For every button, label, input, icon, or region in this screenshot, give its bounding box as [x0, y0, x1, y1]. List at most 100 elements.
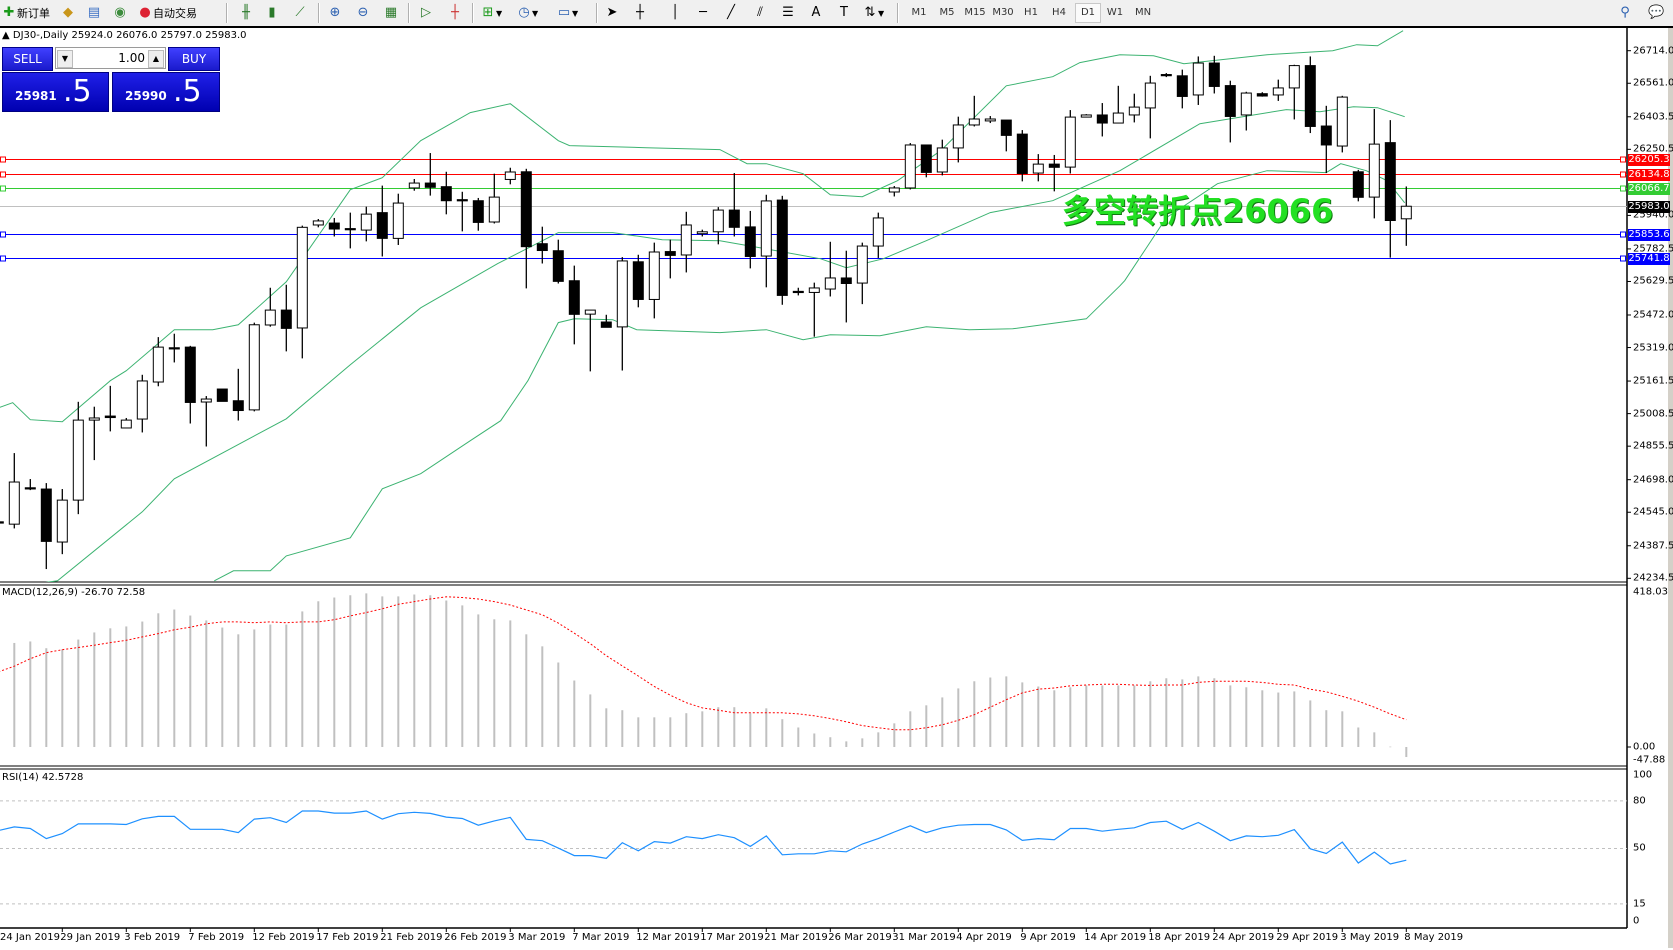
macd-bar: [1085, 685, 1088, 747]
separator: [897, 3, 899, 23]
sell-price[interactable]: 25981 .5: [2, 72, 109, 112]
history-button[interactable]: ▤: [86, 3, 102, 23]
channel-tool[interactable]: ⫽: [752, 3, 768, 23]
collapse-arrow-icon[interactable]: ▲: [2, 30, 10, 41]
candle: [24, 479, 36, 491]
buy-button[interactable]: BUY: [168, 47, 220, 71]
timeframe-m1[interactable]: M1: [911, 7, 927, 18]
templates-dropdown[interactable]: ▭ ▼: [556, 3, 578, 23]
candle-body: [520, 171, 532, 248]
signal-icon: ◉: [114, 5, 126, 20]
candle-body: [1096, 114, 1108, 124]
text-tool[interactable]: A: [808, 3, 824, 23]
chart-window[interactable]: [0, 26, 1673, 950]
candle: [776, 195, 788, 305]
price-tick-label: 24698.0: [1633, 474, 1673, 486]
candle: [1032, 154, 1044, 182]
zoom-in-button[interactable]: ⊕: [327, 3, 343, 23]
date-label: 17 Feb 2019: [316, 932, 379, 943]
candle: [696, 229, 708, 237]
chat-icon: 💬: [1648, 5, 1665, 20]
indicators-dropdown[interactable]: ⊞ ▼: [480, 3, 503, 23]
auto-scroll-button[interactable]: ▷: [418, 3, 434, 23]
vertical-line-tool[interactable]: │: [667, 3, 683, 23]
search-button[interactable]: ⚲: [1617, 3, 1633, 23]
label-tool[interactable]: T: [836, 3, 852, 23]
new-order-button[interactable]: ✚ 新订单: [1, 3, 50, 23]
candle-body: [216, 388, 228, 402]
macd-bar: [1133, 685, 1136, 747]
macd-bar: [733, 707, 736, 747]
macd-bar: [1197, 676, 1200, 747]
macd-bar: [493, 619, 496, 747]
macd-bar: [1005, 676, 1008, 747]
timeframe-d1[interactable]: D1: [1075, 3, 1101, 23]
zoom-in-icon: ⊕: [329, 5, 341, 20]
line-handle: [1620, 171, 1626, 178]
candle: [600, 314, 612, 328]
chart-shift-button[interactable]: ┼: [447, 3, 463, 23]
arrows-dropdown[interactable]: ⇅ ▼: [862, 3, 885, 23]
candle-body: [728, 209, 740, 228]
candlestick-button[interactable]: ▮: [264, 3, 280, 23]
bar-chart-button[interactable]: ╫: [238, 3, 254, 23]
candle-body: [840, 277, 852, 284]
timeframe-m15[interactable]: M15: [964, 7, 986, 18]
candle: [856, 242, 868, 305]
buy-price[interactable]: 25990 .5: [112, 72, 220, 112]
line-chart-button[interactable]: ⟋: [292, 3, 308, 23]
chevron-down-icon: ▼: [878, 8, 885, 18]
signals-button[interactable]: ◉: [112, 3, 128, 23]
candle: [1224, 80, 1236, 143]
lot-increase-button[interactable]: ▲: [148, 50, 164, 68]
cursor-tool[interactable]: ➤: [604, 3, 620, 23]
timeframe-w1[interactable]: W1: [1106, 7, 1124, 18]
crosshair-tool[interactable]: ┼: [632, 3, 648, 23]
candle-body: [680, 224, 692, 256]
candle-body: [552, 250, 564, 282]
market-watch-button[interactable]: ◆: [60, 3, 76, 23]
auto-trading-button[interactable]: ● 自动交易: [137, 3, 197, 23]
macd-bar: [653, 717, 656, 747]
candle: [424, 153, 436, 196]
lot-decrease-button[interactable]: ▼: [57, 50, 73, 68]
trendline-tool[interactable]: ╱: [723, 3, 739, 23]
timeframe-h4[interactable]: H4: [1052, 7, 1066, 18]
price-tag: 26134.8: [1628, 168, 1670, 181]
price-tick-label: 24234.5: [1633, 572, 1673, 584]
horizontal-line-icon: ─: [699, 5, 707, 20]
sell-button[interactable]: SELL: [2, 47, 53, 71]
timeframe-m5[interactable]: M5: [939, 7, 955, 18]
tile-icon: ▦: [384, 5, 398, 20]
chevron-down-icon: ▼: [572, 8, 579, 18]
tile-windows-button[interactable]: ▦: [383, 3, 399, 23]
fibonacci-tool[interactable]: ☰: [780, 3, 796, 23]
reversal-point-annotation[interactable]: 多空转折点26066: [1062, 192, 1334, 230]
date-label: 7 Mar 2019: [572, 932, 630, 943]
timeframe-m30[interactable]: M30: [992, 7, 1014, 18]
macd-bar: [541, 646, 544, 747]
lot-size-field[interactable]: ▼ 1.00 ▲: [55, 47, 166, 69]
date-label: 31 Mar 2019: [892, 932, 956, 943]
candle-body: [968, 118, 980, 126]
timeframe-h1[interactable]: H1: [1024, 7, 1038, 18]
horizontal-line-tool[interactable]: ─: [695, 3, 711, 23]
candle: [680, 211, 692, 273]
macd-bar: [173, 609, 176, 747]
macd-bar: [1357, 727, 1360, 747]
price-tick-label: 25319.0: [1633, 342, 1673, 354]
candle-body: [1352, 171, 1364, 198]
chat-button[interactable]: 💬: [1648, 3, 1664, 23]
periods-dropdown[interactable]: ◷ ▼: [516, 3, 538, 23]
zoom-out-button[interactable]: ⊖: [355, 3, 371, 23]
macd-bar: [45, 648, 48, 747]
fibonacci-icon: ☰: [782, 5, 794, 20]
candle: [216, 388, 228, 402]
price-tag: 26205.3: [1628, 153, 1670, 166]
lot-value[interactable]: 1.00: [118, 51, 145, 65]
candle-body: [600, 321, 612, 328]
candle: [1384, 120, 1396, 258]
timeframe-mn[interactable]: MN: [1134, 7, 1152, 18]
candle: [840, 250, 852, 323]
